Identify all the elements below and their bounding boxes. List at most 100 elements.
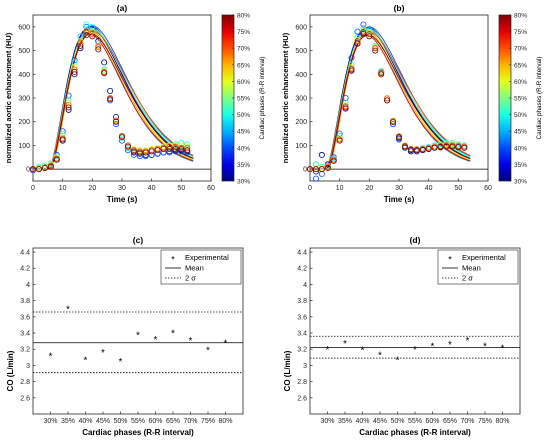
x-tick-label: 75% [201, 418, 215, 425]
panel-c: 30% 35% 40% 45% 50% 55% 60% 65% 70% 75% 80% 2.6 2.8 3… [6, 235, 244, 437]
x-tick-label: 60 [484, 185, 492, 192]
data-point [312, 175, 319, 182]
data-point [342, 95, 349, 102]
colorbar-tick-label: 55% [514, 96, 527, 103]
y-tick-label: 200 [18, 119, 30, 126]
y-tick-label: 500 [18, 48, 30, 55]
x-tick-label: 35% [61, 418, 75, 425]
data-point [336, 132, 343, 139]
x-tick-label: 40% [78, 418, 92, 425]
colorbar-tick-label: 30% [237, 179, 250, 186]
data-point [390, 119, 397, 126]
data-point [29, 166, 36, 173]
legend-label: 2 σ [185, 274, 196, 283]
data-point: * [136, 330, 140, 341]
data-point [71, 64, 78, 71]
data-point [113, 113, 120, 120]
y-axis-label: normalized aortic enhancement (HU) [281, 32, 290, 163]
data-point [348, 61, 355, 68]
x-tick-label: 20 [88, 185, 96, 192]
y-tick-label: 400 [18, 72, 30, 79]
data-point [142, 149, 149, 156]
data-point [366, 33, 373, 40]
x-tick-label: 35% [338, 418, 352, 425]
x-tick-label: 75% [478, 418, 492, 425]
data-point [330, 157, 337, 164]
x-tick-label: 40 [425, 185, 433, 192]
data-point [154, 150, 161, 157]
data-point [71, 71, 78, 78]
data-point [318, 166, 325, 173]
data-point [384, 95, 391, 102]
y-tick-label: 2.6 [20, 395, 30, 402]
data-point: * [413, 345, 417, 356]
x-tick-label: 45% [373, 418, 387, 425]
y-tick-label: 200 [295, 119, 307, 126]
y-tick-label: 600 [18, 24, 30, 31]
data-point [184, 149, 191, 156]
data-point [89, 23, 96, 30]
x-tick-label: 60 [207, 185, 215, 192]
data-point: * [501, 343, 505, 354]
colorbar-tick-label: 30% [514, 179, 527, 186]
data-point [71, 59, 78, 66]
colorbar-tick-label: 55% [237, 96, 250, 103]
x-tick-label: 50 [454, 185, 462, 192]
x-tick-label: 65% [443, 418, 457, 425]
data-point: * [206, 346, 210, 357]
panel-label: (c) [133, 235, 144, 245]
data-point [35, 166, 42, 173]
data-point [95, 44, 102, 51]
data-point: * [483, 342, 487, 353]
colorbar-tick-label: 35% [237, 162, 250, 169]
colorbar-tick-label: 80% [237, 13, 250, 20]
data-point [166, 145, 173, 152]
x-tick-label: 30% [43, 418, 57, 425]
data-point: * [466, 336, 470, 347]
data-point [95, 38, 102, 45]
data-point [348, 65, 355, 72]
data-point [113, 121, 120, 128]
colorbar-tick-label: 80% [514, 13, 527, 20]
data-point [348, 54, 355, 61]
y-tick-label: 500 [295, 48, 307, 55]
data-point [89, 33, 96, 40]
data-point [83, 21, 90, 28]
data-point [318, 151, 325, 158]
data-point [107, 96, 114, 103]
data-point [83, 27, 90, 34]
data-point [47, 163, 54, 170]
x-axis-label: Cardiac phases (R-R interval) [82, 428, 194, 437]
data-point: * [361, 346, 365, 357]
data-point: * [326, 345, 330, 356]
data-point: * [101, 348, 105, 359]
fit-curve [33, 33, 194, 170]
legend-marker-experimental: * [171, 255, 175, 265]
data-point [65, 104, 72, 111]
data-point [160, 145, 167, 152]
data-point [65, 99, 72, 106]
colorbar-tick-label: 40% [514, 145, 527, 152]
x-tick-label: 10 [59, 185, 67, 192]
data-point [101, 70, 108, 77]
data-point [83, 29, 90, 36]
data-point [71, 66, 78, 73]
legend-label: 2 σ [462, 274, 473, 283]
data-point [354, 38, 361, 45]
data-point [178, 148, 185, 155]
x-tick-label: 55% [131, 418, 145, 425]
data-point [130, 148, 137, 155]
data-point [95, 46, 102, 53]
data-point [354, 28, 361, 35]
data-point [59, 128, 66, 135]
y-tick-label: 4 [303, 282, 307, 289]
data-point [83, 32, 90, 39]
data-point [455, 144, 462, 151]
data-point: * [171, 329, 175, 340]
data-point [184, 141, 191, 148]
data-point [390, 121, 397, 128]
colorbar-tick-label: 35% [514, 162, 527, 169]
data-point [77, 42, 84, 49]
data-point [142, 153, 149, 160]
